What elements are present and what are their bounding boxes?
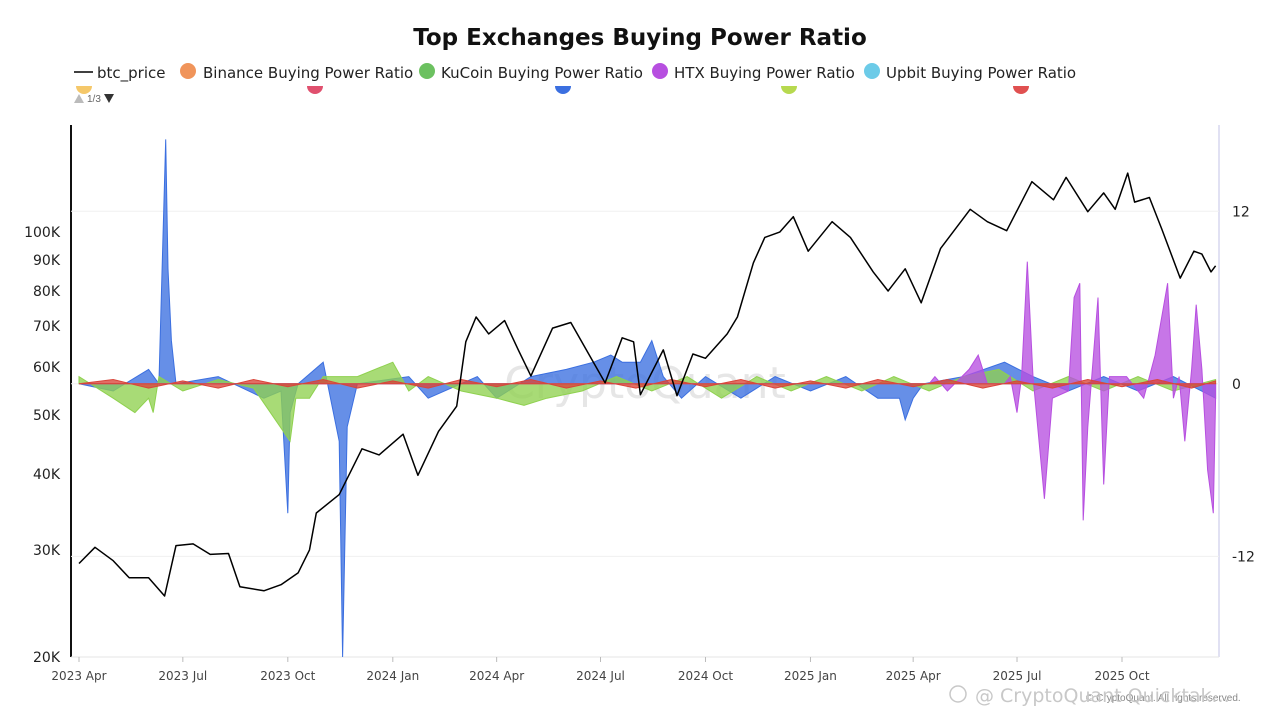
legend-dot-binance bbox=[180, 63, 196, 79]
chart-title: Top Exchanges Buying Power Ratio bbox=[413, 25, 867, 51]
x-tick-label: 2025 Jan bbox=[784, 669, 837, 683]
legend-item-htx[interactable]: HTX Buying Power Ratio bbox=[652, 63, 855, 82]
ratio-series-area-3 bbox=[78, 378, 1217, 389]
y-left-tick-label: 40K bbox=[33, 467, 61, 483]
legend-dot-htx bbox=[652, 63, 668, 79]
legend-dot-upbit bbox=[864, 63, 880, 79]
x-tick-label: 2023 Jul bbox=[158, 669, 207, 683]
watermark-bottom-text: @ CryptoQuant Quicktak... bbox=[975, 685, 1230, 707]
btc-price-line bbox=[78, 172, 1217, 597]
ratio-series-area-0 bbox=[78, 139, 1217, 658]
y-right-ticks: 12 0 -12 bbox=[1232, 204, 1255, 565]
x-tick-label: 2025 Oct bbox=[1094, 669, 1149, 683]
price-series-layer bbox=[78, 172, 1217, 597]
legend-peek-dot-5 bbox=[1013, 86, 1029, 94]
x-tick-label: 2023 Oct bbox=[260, 669, 315, 683]
x-tick-label: 2025 Jul bbox=[993, 669, 1042, 683]
legend-item-btc-price[interactable]: btc_price bbox=[74, 64, 165, 83]
pager-label: 1/3 bbox=[87, 94, 101, 105]
legend-label-binance: Binance Buying Power Ratio bbox=[203, 64, 413, 82]
legend-item-binance[interactable]: Binance Buying Power Ratio bbox=[180, 63, 413, 82]
y-left-tick-label: 60K bbox=[33, 360, 61, 376]
watermark-bottom: @ CryptoQuant Quicktak... bbox=[949, 685, 1230, 707]
y-left-tick-label: 70K bbox=[33, 319, 61, 335]
x-tick-label: 2024 Apr bbox=[469, 669, 524, 683]
x-tick-label: 2025 Apr bbox=[886, 669, 941, 683]
y-right-tick-label: 0 bbox=[1232, 377, 1241, 393]
legend-dot-kucoin bbox=[419, 63, 435, 79]
y-right-tick-label: -12 bbox=[1232, 549, 1255, 565]
legend-item-upbit[interactable]: Upbit Buying Power Ratio bbox=[864, 63, 1076, 82]
y-right-tick-label: 12 bbox=[1232, 204, 1250, 220]
pager-prev-icon[interactable] bbox=[74, 94, 84, 103]
legend-item-kucoin[interactable]: KuCoin Buying Power Ratio bbox=[419, 63, 643, 82]
legend-label-kucoin: KuCoin Buying Power Ratio bbox=[441, 64, 643, 82]
legend-peek-dot-2 bbox=[307, 86, 323, 94]
pager-next-icon[interactable] bbox=[104, 94, 114, 103]
copyright-text: © CryptoQuant. All rights reserved. bbox=[1086, 693, 1241, 704]
y-left-tick-label: 80K bbox=[33, 284, 61, 300]
legend-label-btc-price: btc_price bbox=[97, 64, 165, 83]
x-ticks: 2023 Apr 2023 Jul 2023 Oct 2024 Jan 2024 Apr… bbox=[51, 657, 1150, 683]
x-tick-label: 2023 Apr bbox=[51, 669, 106, 683]
ratio-series-layer bbox=[78, 139, 1217, 658]
y-left-tick-label: 30K bbox=[33, 543, 61, 559]
legend-peek-dot-3 bbox=[555, 86, 571, 94]
legend-peek-dot-1 bbox=[76, 86, 92, 94]
legend-peek-dot-4 bbox=[781, 86, 797, 94]
y-left-tick-label: 20K bbox=[33, 650, 61, 666]
legend-pager: 1/3 bbox=[74, 94, 114, 105]
legend: btc_price Binance Buying Power Ratio KuC… bbox=[74, 63, 1076, 105]
y-left-tick-label: 50K bbox=[33, 408, 61, 424]
x-tick-label: 2024 Oct bbox=[678, 669, 733, 683]
y-left-tick-label: 100K bbox=[24, 225, 61, 241]
x-tick-label: 2024 Jan bbox=[366, 669, 419, 683]
y-left-tick-label: 90K bbox=[33, 253, 61, 269]
y-left-ticks: 100K 90K 80K 70K 60K 50K 40K 30K 20K bbox=[24, 225, 61, 666]
ratio-series-area-1 bbox=[78, 361, 1217, 443]
watermark-logo-icon bbox=[949, 685, 967, 703]
x-tick-label: 2024 Jul bbox=[576, 669, 625, 683]
legend-label-upbit: Upbit Buying Power Ratio bbox=[886, 64, 1076, 82]
legend-label-htx: HTX Buying Power Ratio bbox=[674, 64, 855, 82]
